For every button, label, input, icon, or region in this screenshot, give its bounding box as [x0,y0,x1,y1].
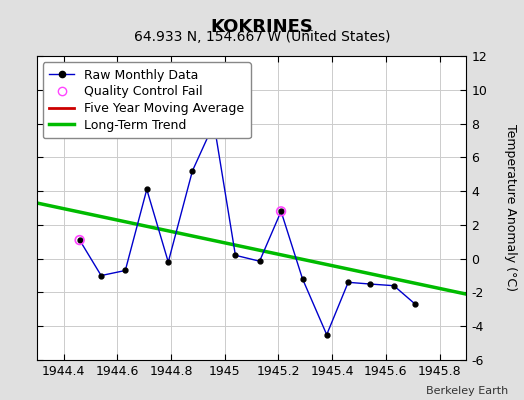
Text: Berkeley Earth: Berkeley Earth [426,386,508,396]
Legend: Raw Monthly Data, Quality Control Fail, Five Year Moving Average, Long-Term Tren: Raw Monthly Data, Quality Control Fail, … [43,62,250,138]
Point [75,237,84,243]
Y-axis label: Temperature Anomaly (°C): Temperature Anomaly (°C) [504,124,517,292]
Text: KOKRINES: KOKRINES [211,18,313,36]
Point [277,208,285,214]
Text: 64.933 N, 154.667 W (United States): 64.933 N, 154.667 W (United States) [134,30,390,44]
